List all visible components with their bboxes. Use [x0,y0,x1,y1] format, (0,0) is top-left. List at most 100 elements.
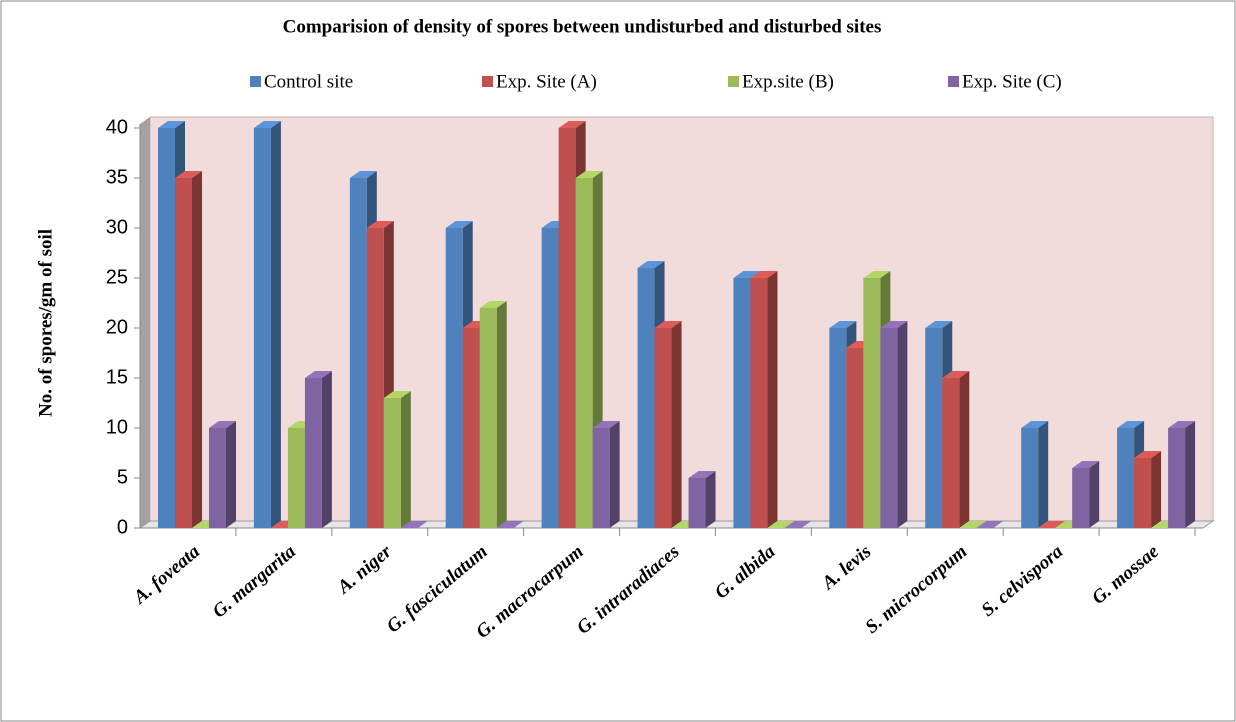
bar-side [1151,451,1162,528]
bar [496,521,524,528]
bar-side [1185,421,1196,528]
bar [959,521,987,528]
y-tick-label: 35 [106,166,128,188]
bar-side [959,371,970,528]
bar-top [1134,451,1162,458]
bar-top [383,391,411,398]
bar-top [349,171,377,178]
bar-front [253,128,271,528]
bar-top [558,121,586,128]
bar-front [733,278,751,528]
bar-top [688,471,716,478]
bar-front [880,328,898,528]
legend-label: Exp.site (B) [742,71,834,92]
bar-side [897,321,908,528]
bar-top [976,521,1004,528]
bar-front [1072,468,1090,528]
bar [209,421,236,528]
bar-top [1168,421,1196,428]
bar-side [671,321,682,528]
bar-side [1089,461,1100,528]
bar [304,371,332,528]
bar-front [287,428,305,528]
y-tick-label: 25 [106,266,128,288]
bar-front [863,278,881,528]
legend-swatch [948,76,959,87]
bar-front [829,328,847,528]
bar [688,471,716,528]
bar-side [270,121,281,528]
bar-front [750,278,768,528]
bar [1168,421,1196,528]
bar-front [846,348,864,528]
bar-top [479,301,507,308]
bar-top [750,271,778,278]
bar [784,521,812,528]
bar-side [226,421,236,528]
bar-top [959,521,987,528]
bar-front [942,378,960,528]
bar-side [321,371,332,528]
bar [592,421,620,528]
legend-swatch [728,76,739,87]
bar-top [175,171,202,178]
chart-title: Comparision of density of spores between… [283,16,882,37]
bar-front [541,228,559,528]
bar-top [304,371,332,378]
bar-top [253,121,281,128]
bar-front [349,178,367,528]
bar-top [1038,521,1066,528]
bar-top [366,221,394,228]
bar [767,521,795,528]
bar-front [479,308,497,528]
legend-label: Exp. Site (A) [496,71,597,92]
bar-top [496,521,524,528]
bar-front [1134,458,1152,528]
bar-side [192,171,202,528]
legend-label: Exp. Site (C) [962,71,1062,92]
bar-top [829,321,857,328]
bar [1021,421,1049,528]
bar [400,521,428,528]
bar-top [733,271,761,278]
bar [253,121,281,528]
bar-top [209,421,236,428]
bar [175,171,202,528]
bar-front [1021,428,1039,528]
bar-top [400,521,428,528]
bar-front [637,268,655,528]
bar-front [445,228,463,528]
bar-top [654,321,682,328]
bar [1038,521,1066,528]
bar-top [575,171,603,178]
bar-top [1021,421,1049,428]
bar-front [209,428,226,528]
bar-top [863,271,891,278]
bar-front [1168,428,1186,528]
bar-front [654,328,672,528]
side-wall [140,117,150,528]
bar [654,321,682,528]
bar-side [1038,421,1049,528]
bar-front [304,378,322,528]
bar-top [445,221,473,228]
bar-front [383,398,401,528]
bar [479,301,507,528]
y-tick-label: 10 [106,416,128,438]
bar-top [784,521,812,528]
bar-front [462,328,480,528]
bar-front [175,178,192,528]
bar-side [496,301,507,528]
bar-side [609,421,620,528]
bar [383,391,411,528]
bar-side [400,391,411,528]
bar-front [158,128,175,528]
bar-top [1072,461,1100,468]
bar-front [1117,428,1135,528]
y-tick-label: 20 [106,316,128,338]
bar [942,371,970,528]
y-tick-label: 40 [106,116,128,138]
y-tick-label: 0 [117,516,128,538]
bar-front [688,478,706,528]
